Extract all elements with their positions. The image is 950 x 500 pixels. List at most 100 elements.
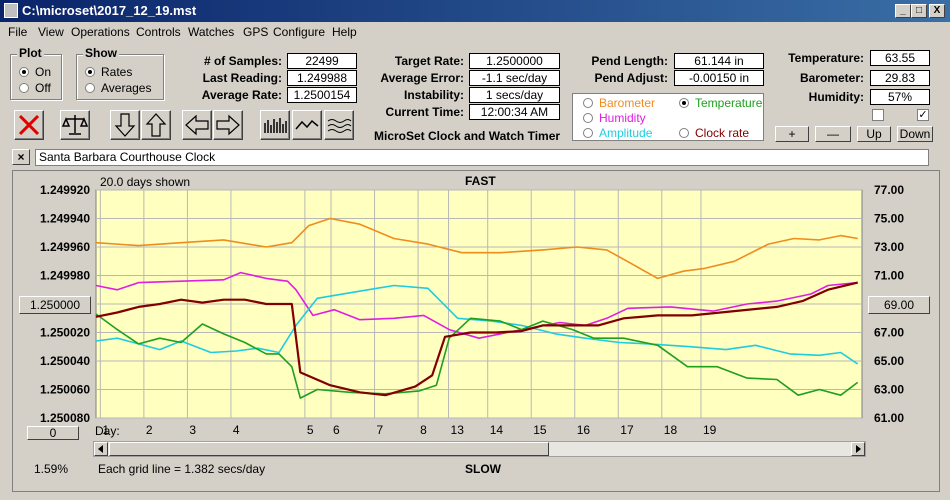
- scroll-left-button[interactable]: [94, 442, 108, 456]
- plus-button[interactable]: +: [775, 126, 809, 142]
- close-button[interactable]: X: [929, 4, 945, 18]
- temperature-label: Temperature:: [788, 51, 864, 65]
- left-tick-label: 1.250020: [40, 326, 90, 340]
- balance-button[interactable]: [60, 110, 90, 140]
- show-averages-radio[interactable]: Averages: [85, 81, 151, 95]
- wave-icon: [327, 119, 352, 133]
- slow-label: SLOW: [465, 462, 501, 476]
- humidity-field: 57%: [870, 89, 930, 105]
- temperature-field: 63.55: [870, 50, 930, 66]
- minimize-button[interactable]: _: [895, 4, 911, 18]
- menu-bar: File View Operations Controls Watches GP…: [0, 22, 950, 42]
- zero-button[interactable]: 0: [27, 426, 79, 440]
- series-line-3: [95, 313, 859, 399]
- radio-selected-icon: [85, 67, 95, 77]
- clear-data-button[interactable]: [14, 110, 44, 140]
- right-tick-label: 65.00: [874, 354, 904, 368]
- radio-icon: [85, 83, 95, 93]
- right-checkbox[interactable]: ✓: [917, 109, 929, 121]
- pend-length-field: 61.144 in: [674, 53, 764, 69]
- maximize-button[interactable]: □: [911, 4, 927, 18]
- show-group: Show Rates Averages: [76, 46, 164, 100]
- clock-name-input[interactable]: Santa Barbara Courthouse Clock: [35, 149, 929, 166]
- x-tick-label: 19: [703, 423, 717, 437]
- x-tick-label: 6: [333, 423, 340, 437]
- x-tick-label: 16: [577, 423, 591, 437]
- chart-container: [12, 170, 940, 492]
- radio-icon: [583, 113, 593, 123]
- minus-button[interactable]: —: [815, 126, 851, 142]
- current-time-label: Current Time:: [385, 105, 464, 119]
- menu-file[interactable]: File: [8, 25, 28, 39]
- left-tick-label: 1.250080: [40, 411, 90, 425]
- right-tick-label: 77.00: [874, 183, 904, 197]
- wave-view-button[interactable]: [324, 110, 354, 140]
- x-tick-label: 7: [377, 423, 384, 437]
- target-rate-label: Target Rate:: [394, 54, 464, 68]
- series-line-2: [95, 284, 859, 365]
- average-error-label: Average Error:: [380, 71, 464, 85]
- day-label: Day:: [95, 424, 120, 438]
- sensor-temperature-radio[interactable]: Temperature: [679, 96, 762, 110]
- left-axis-button[interactable]: 1.250000: [19, 296, 91, 314]
- left-tick-label: 1.249980: [40, 269, 90, 283]
- samples-field: 22499: [287, 53, 357, 69]
- arrow-left-button[interactable]: [182, 110, 212, 140]
- x-tick-label: 18: [664, 423, 678, 437]
- arrow-down-button[interactable]: [110, 110, 140, 140]
- menu-gps[interactable]: GPS: [243, 25, 269, 39]
- plot-off-radio[interactable]: Off: [19, 81, 51, 95]
- scroll-thumb[interactable]: [109, 442, 549, 456]
- percent-label: 1.59%: [34, 462, 69, 476]
- menu-watches[interactable]: Watches: [188, 25, 235, 39]
- barometer-field: 29.83: [870, 70, 930, 86]
- show-rates-radio[interactable]: Rates: [85, 65, 132, 79]
- left-checkbox[interactable]: [872, 109, 884, 121]
- bars-view-button[interactable]: [260, 110, 290, 140]
- fast-label: FAST: [465, 174, 496, 188]
- up-button[interactable]: Up: [857, 126, 891, 142]
- radio-icon: [583, 98, 593, 108]
- menu-operations[interactable]: Operations: [71, 25, 130, 39]
- last-reading-label: Last Reading:: [202, 71, 282, 85]
- right-tick-label: 75.00: [874, 212, 904, 226]
- bar-graph-icon: [264, 118, 287, 133]
- left-tick-label: 1.250040: [40, 354, 90, 368]
- plot-group: Plot On Off: [10, 46, 62, 100]
- right-axis-button[interactable]: 69.00: [868, 296, 930, 314]
- right-tick-label: 73.00: [874, 240, 904, 254]
- sensor-clock-rate-radio[interactable]: Clock rate: [679, 126, 749, 140]
- scroll-right-button[interactable]: [851, 442, 865, 456]
- menu-help[interactable]: Help: [332, 25, 357, 39]
- arrow-up-button[interactable]: [141, 110, 171, 140]
- balance-scale-icon: [61, 115, 89, 135]
- arrow-right-button[interactable]: [213, 110, 243, 140]
- series-line-1: [95, 271, 858, 339]
- sensor-amplitude-radio[interactable]: Amplitude: [583, 126, 652, 140]
- radio-selected-icon: [19, 67, 29, 77]
- plot-on-radio[interactable]: On: [19, 65, 51, 79]
- arrow-left-icon: [185, 114, 209, 136]
- arrow-down-icon: [114, 113, 136, 137]
- pend-length-label: Pend Length:: [591, 54, 668, 68]
- line-view-button[interactable]: [292, 110, 322, 140]
- left-tick-label: 1.249960: [40, 240, 90, 254]
- horizontal-scrollbar[interactable]: [93, 441, 866, 457]
- series-line-4: [95, 281, 858, 397]
- sensor-barometer-radio[interactable]: Barometer: [583, 96, 655, 110]
- instability-field: 1 secs/day: [469, 87, 560, 103]
- menu-configure[interactable]: Configure: [273, 25, 326, 39]
- sensor-humidity-radio[interactable]: Humidity: [583, 111, 646, 125]
- right-tick-label: 67.00: [874, 326, 904, 340]
- down-button[interactable]: Down: [897, 126, 933, 142]
- clear-clock-name-button[interactable]: ×: [12, 149, 30, 165]
- radio-icon: [583, 128, 593, 138]
- plot-group-title: Plot: [17, 46, 44, 60]
- menu-controls[interactable]: Controls: [136, 25, 181, 39]
- x-tick-label: 13: [451, 423, 465, 437]
- x-tick-label: 4: [233, 423, 240, 437]
- radio-icon: [679, 128, 689, 138]
- average-rate-label: Average Rate:: [201, 88, 282, 102]
- show-group-title: Show: [83, 46, 119, 60]
- menu-view[interactable]: View: [38, 25, 64, 39]
